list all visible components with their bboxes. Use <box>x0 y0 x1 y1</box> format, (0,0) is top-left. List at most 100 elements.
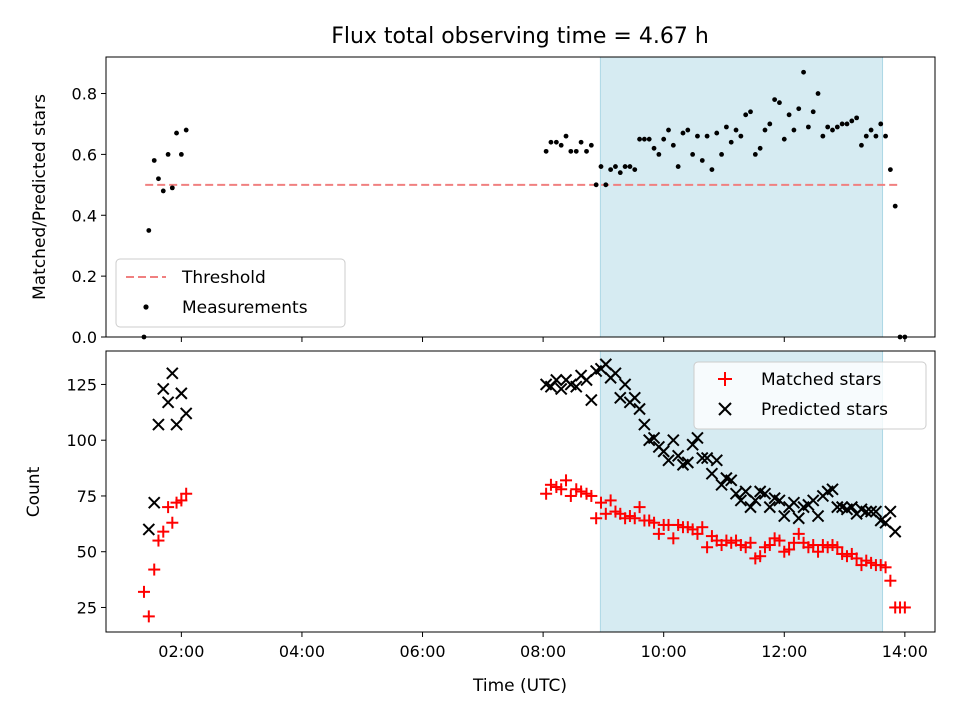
predicted-star-point <box>570 380 583 393</box>
time-x-tick-label: 04:00 <box>279 642 325 661</box>
measurement-point <box>757 145 763 151</box>
ratio-y-tick-label: 0.6 <box>72 145 97 164</box>
chart-title: Flux total observing time = 4.67 h <box>331 24 709 49</box>
predicted-star-point <box>811 509 825 523</box>
measurement-point <box>165 151 171 157</box>
measurement-point <box>651 145 657 151</box>
measurement-point <box>868 127 874 133</box>
measurement-point <box>863 133 869 139</box>
measurement-point <box>670 142 676 148</box>
matched-star-point <box>560 474 573 487</box>
predicted-star-point <box>667 433 680 447</box>
measurement-point <box>796 106 802 112</box>
predicted-star-point <box>705 467 719 480</box>
matched-star-point <box>792 527 805 540</box>
predicted-star-point <box>860 505 873 518</box>
legend-predicted-swatch <box>718 402 732 416</box>
measurement-point <box>743 112 749 118</box>
predicted-star-point <box>778 509 791 523</box>
predicted-star-point <box>142 523 156 536</box>
predicted-star-point <box>647 431 661 445</box>
measurement-point <box>815 91 821 96</box>
predicted-star-point <box>638 418 651 431</box>
measurement-point <box>588 142 594 148</box>
predicted-star-point <box>758 487 772 500</box>
time-x-tick-label: 06:00 <box>399 642 445 661</box>
count-y-axis-label: Count <box>24 466 44 517</box>
predicted-star-point <box>879 516 892 529</box>
ratio-y-tick-label: 0.8 <box>72 85 97 104</box>
measurement-point <box>723 124 729 130</box>
matched-star-point <box>773 534 786 547</box>
matched-star-point <box>157 525 170 538</box>
predicted-star-point <box>662 454 675 467</box>
matched-star-point <box>691 527 704 540</box>
observing-window-shading <box>600 57 883 337</box>
time-x-tick-label: 14:00 <box>882 642 928 661</box>
measurement-point <box>593 182 599 188</box>
measurement-point <box>781 136 787 142</box>
legend-measurements-label: Measurements <box>182 298 308 318</box>
threshold-line-group <box>145 57 899 337</box>
predicted-star-point <box>773 494 786 507</box>
predicted-star-point <box>696 451 709 465</box>
matched-star-point <box>585 489 598 502</box>
ratio-y-tick-label: 0.0 <box>72 328 97 347</box>
predicted-star-point <box>614 391 627 405</box>
time-x-tick-label: 12:00 <box>761 642 807 661</box>
predicted-star-point <box>787 496 801 509</box>
predicted-star-point <box>580 373 593 387</box>
predicted-star-point <box>161 396 175 409</box>
predicted-star-point <box>763 500 777 514</box>
predicted-star-point <box>734 494 748 507</box>
measurement-point <box>859 142 864 148</box>
predicted-star-point <box>744 500 757 514</box>
predicted-star-point <box>831 500 844 514</box>
legend-measurements-swatch <box>143 304 149 310</box>
matched-star-point <box>696 521 709 534</box>
predicted-star-point <box>657 445 670 458</box>
measurement-point <box>786 112 792 118</box>
predicted-star-point <box>845 500 859 514</box>
measurement-point <box>666 127 671 133</box>
matched-star-point <box>879 561 892 574</box>
measurement-point <box>748 109 753 115</box>
measurement-point <box>584 148 589 154</box>
matched-star-point <box>648 516 661 529</box>
measurement-point <box>578 139 584 145</box>
matched-star-point <box>590 512 603 525</box>
predicted-star-point <box>633 402 646 416</box>
predicted-star-point <box>826 483 839 496</box>
predicted-star-point <box>618 378 632 391</box>
predicted-star-point <box>884 505 897 518</box>
measurement-point <box>632 167 638 173</box>
count-legend-box <box>693 361 927 430</box>
predicted-star-point <box>609 367 622 380</box>
measurement-point <box>695 133 700 139</box>
matched-star-point <box>754 550 767 563</box>
measurement-point <box>704 133 710 139</box>
count-y-tick-label: 100 <box>66 431 97 450</box>
ratio-y-axis-ticks: 0.0 0.2 0.4 0.6 0.8 <box>72 85 106 347</box>
measurement-point <box>873 133 879 139</box>
predicted-star-point <box>792 512 805 525</box>
predicted-star-point <box>715 478 728 492</box>
measurement-point <box>627 164 633 169</box>
measurement-point <box>169 185 175 191</box>
matched-star-point <box>652 527 665 540</box>
measurement-point <box>830 127 835 133</box>
matched-star-point <box>628 512 641 525</box>
measurement-point <box>733 127 739 133</box>
measurement-point <box>637 136 642 142</box>
matched-star-point <box>599 507 612 520</box>
ratio-y-tick-label: 0.2 <box>72 267 97 286</box>
matched-star-point <box>166 516 179 529</box>
measurement-point <box>178 151 184 157</box>
measurement-point <box>791 127 797 133</box>
legend-matched-swatch <box>718 372 732 386</box>
matched-star-point <box>540 487 553 500</box>
measurement-point <box>622 164 628 169</box>
predicted-star-point <box>152 418 165 431</box>
count-y-tick-label: 125 <box>66 375 97 394</box>
